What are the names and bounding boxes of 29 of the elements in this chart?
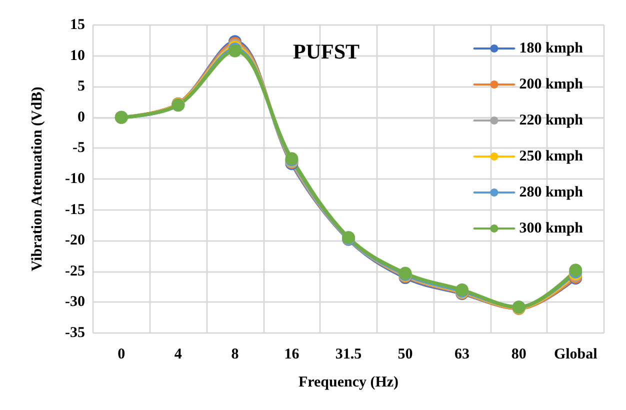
y-tick-label: 15 bbox=[70, 17, 85, 33]
legend-label: 280 kmph bbox=[519, 184, 584, 200]
x-tick-label: 8 bbox=[231, 346, 239, 362]
y-tick-label: 10 bbox=[70, 48, 85, 64]
text: PUFST bbox=[293, 40, 360, 64]
y-tick-label: -35 bbox=[65, 325, 85, 341]
x-tick-label: 16 bbox=[284, 346, 300, 362]
legend-label: 300 kmph bbox=[519, 220, 584, 236]
y-tick-label: -5 bbox=[72, 140, 85, 156]
legend-label: 200 kmph bbox=[519, 76, 584, 92]
x-tick-label: 63 bbox=[454, 346, 470, 362]
y-tick-label: 5 bbox=[78, 78, 85, 95]
x-tick-label: 0 bbox=[118, 346, 126, 362]
y-tick-label: -15 bbox=[65, 202, 85, 218]
legend-label: 220 kmph bbox=[519, 112, 584, 128]
x-tick-label: 4 bbox=[174, 346, 182, 362]
x-axis-title: Frequency (Hz) bbox=[298, 374, 399, 390]
legend-label: 180 kmph bbox=[519, 40, 584, 56]
x-tick-label: 50 bbox=[398, 346, 413, 362]
y-tick-label: -20 bbox=[65, 232, 85, 249]
x-tick-label: Global bbox=[554, 346, 598, 362]
y-tick-label: -10 bbox=[65, 171, 85, 187]
y-axis-title: Vibration Attenuation (VdB) bbox=[30, 86, 46, 272]
y-tick-label: -30 bbox=[65, 294, 85, 310]
x-tick-label: 31.5 bbox=[335, 346, 362, 362]
x-tick-label: 80 bbox=[511, 346, 526, 362]
legend-label: 250 kmph bbox=[519, 148, 584, 164]
y-tick-label: -25 bbox=[65, 263, 85, 280]
y-tick-label: 0 bbox=[78, 109, 85, 126]
